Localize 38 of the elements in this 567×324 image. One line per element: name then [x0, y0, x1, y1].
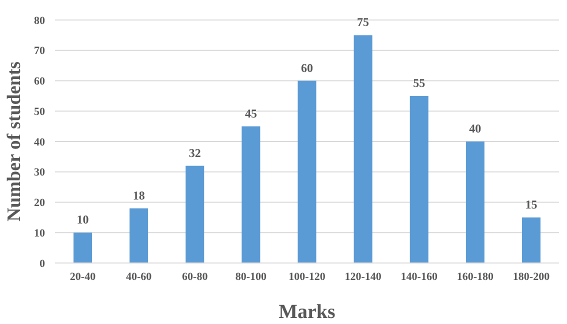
bar [186, 166, 204, 263]
bar [242, 126, 260, 263]
y-axis-title: Number of students [4, 61, 25, 222]
data-label: 15 [525, 197, 538, 212]
x-tick-label: 180-200 [512, 271, 550, 283]
data-label: 10 [76, 212, 89, 227]
bar [466, 142, 484, 263]
x-tick-label: 160-180 [456, 271, 494, 283]
bar [298, 80, 316, 263]
data-label: 75 [357, 15, 370, 30]
bar [522, 217, 540, 263]
y-tick-label: 20 [34, 197, 46, 210]
data-label: 40 [469, 122, 482, 136]
y-tick-label: 30 [34, 166, 46, 179]
bar [410, 96, 428, 263]
x-tick-label: 60-80 [182, 271, 208, 283]
x-tick-label: 20-40 [70, 271, 96, 283]
data-label: 18 [132, 188, 145, 202]
bar [130, 208, 148, 263]
x-tick-label: 100-120 [288, 271, 326, 283]
x-axis-title: Marks [278, 301, 336, 323]
data-label: 55 [413, 76, 426, 90]
x-tick-label: 80-100 [235, 271, 268, 283]
y-tick-label: 80 [34, 14, 46, 27]
y-tick-label: 10 [34, 227, 46, 240]
x-tick-label: 140-160 [400, 271, 438, 283]
y-tick-label: 60 [34, 76, 46, 88]
data-label: 45 [244, 106, 257, 120]
y-tick-label: 0 [40, 258, 46, 270]
bar [354, 35, 372, 263]
y-tick-label: 70 [34, 45, 46, 58]
data-label: 32 [188, 146, 201, 160]
data-label: 60 [301, 60, 313, 75]
x-tick-label: 120-140 [344, 271, 382, 283]
y-tick-label: 50 [34, 106, 46, 118]
bar [74, 232, 92, 263]
y-tick-label: 40 [34, 136, 46, 148]
x-tick-label: 40-60 [126, 271, 152, 283]
